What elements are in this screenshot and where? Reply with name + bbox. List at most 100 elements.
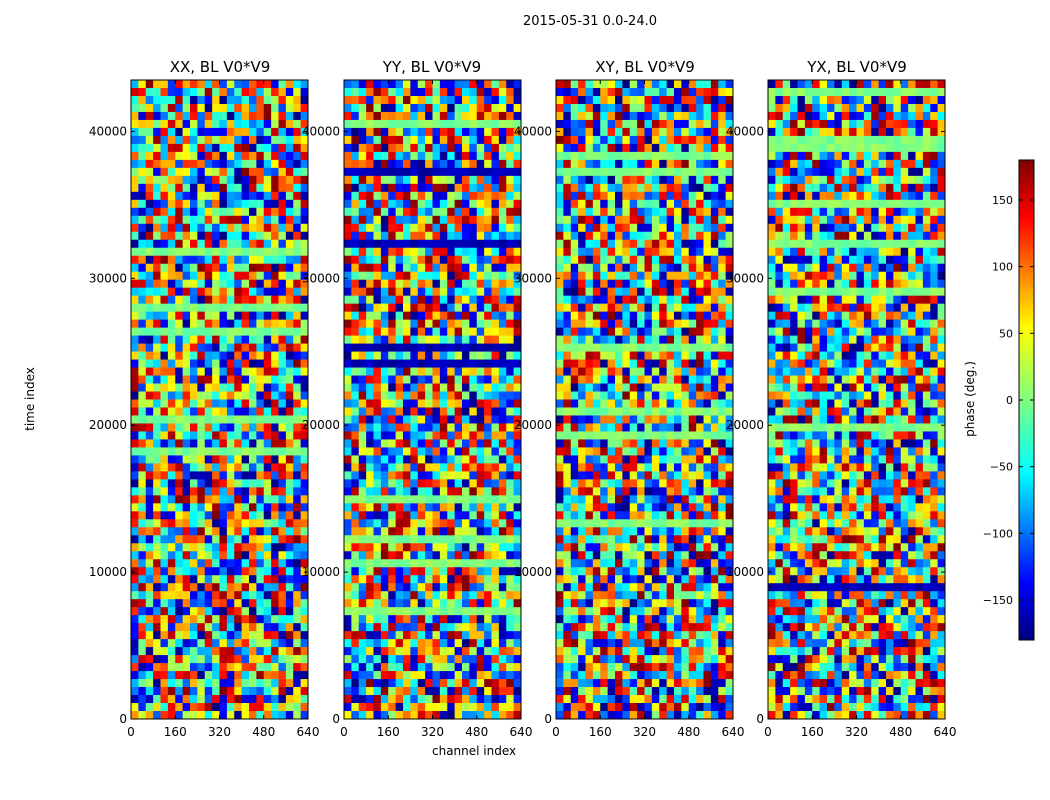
heatmap-cell (380, 271, 389, 281)
heatmap-cell (395, 407, 404, 416)
heatmap-cell (513, 263, 522, 273)
heatmap-cell (293, 303, 302, 313)
heatmap-cell (556, 119, 564, 129)
heatmap-cell (153, 711, 161, 720)
heatmap-cell (432, 119, 441, 129)
heatmap-cell (380, 223, 389, 233)
heatmap-cell (373, 239, 382, 249)
heatmap-cell (476, 695, 485, 704)
heatmap-cell (380, 583, 389, 592)
heatmap-cell (410, 119, 419, 129)
heatmap-cell (160, 119, 169, 129)
heatmap-cell (454, 183, 463, 193)
heatmap-cell (300, 271, 309, 281)
heatmap-cell (190, 527, 198, 536)
heatmap-cell (263, 415, 272, 424)
heatmap-cell (190, 183, 198, 193)
heatmap-cell (380, 399, 389, 408)
heatmap-cell (256, 103, 265, 113)
heatmap-cell (592, 103, 601, 113)
heatmap-cell (718, 415, 727, 424)
heatmap-cell (249, 287, 257, 297)
heatmap-cell (167, 423, 176, 432)
heatmap-cell (145, 359, 154, 368)
heatmap-cell (285, 223, 294, 233)
heatmap-cell (160, 487, 169, 496)
heatmap-cell (145, 319, 154, 329)
heatmap-cell (659, 263, 668, 273)
heatmap-cell (249, 455, 257, 464)
heatmap-cell (432, 391, 441, 400)
heatmap-cell (432, 551, 441, 560)
heatmap-cell (644, 167, 653, 177)
heatmap-cell (484, 151, 492, 161)
heatmap-cell (293, 695, 302, 704)
heatmap-cell (138, 399, 147, 408)
heatmap-cell (241, 551, 250, 560)
heatmap-cell (454, 511, 463, 520)
heatmap-cell (145, 103, 154, 113)
heatmap-cell (592, 111, 601, 121)
heatmap-cell (138, 551, 147, 560)
heatmap-cell (403, 679, 411, 688)
heatmap-cell (234, 80, 243, 89)
heatmap-cell (145, 551, 154, 560)
heatmap-cell (513, 519, 522, 528)
heatmap-cell (403, 231, 411, 241)
heatmap-cell (395, 671, 404, 680)
heatmap-cell (175, 519, 184, 528)
heatmap-cell (476, 183, 485, 193)
heatmap-cell (212, 631, 220, 640)
heatmap-cell (373, 279, 382, 289)
heatmap-cell (491, 407, 500, 416)
heatmap-cell (484, 495, 492, 504)
heatmap-cell (366, 343, 374, 352)
heatmap-cell (145, 447, 154, 456)
heatmap-cell (622, 311, 631, 321)
heatmap-cell (696, 95, 704, 105)
heatmap-cell (491, 495, 500, 504)
heatmap-cell (425, 263, 433, 273)
heatmap-cell (725, 159, 734, 169)
heatmap-cell (278, 495, 287, 504)
heatmap-cell (160, 511, 169, 520)
heatmap-cell (241, 567, 250, 576)
heatmap-cell (197, 575, 206, 584)
heatmap-cell (138, 223, 147, 233)
heatmap-cell (373, 87, 382, 97)
heatmap-cell (447, 143, 456, 153)
heatmap-cell (563, 151, 572, 161)
heatmap-cell (293, 159, 302, 169)
heatmap-cell (249, 327, 257, 336)
heatmap-cell (234, 367, 243, 376)
heatmap-cell (681, 151, 690, 161)
heatmap-cell (469, 687, 478, 696)
heatmap-cell (622, 143, 631, 153)
heatmap-cell (462, 183, 470, 193)
heatmap-cell (447, 255, 456, 265)
heatmap-cell (293, 687, 302, 696)
heatmap-cell (513, 271, 522, 281)
heatmap-cell (476, 271, 485, 281)
heatmap-cell (629, 351, 638, 360)
heatmap-cell (167, 215, 176, 225)
heatmap-cell (234, 375, 243, 384)
heatmap-cell (439, 319, 448, 329)
heatmap-cell (153, 399, 161, 408)
heatmap-cell (167, 271, 176, 281)
heatmap-cell (241, 207, 250, 217)
heatmap-cell (190, 639, 198, 648)
heatmap-cell (219, 447, 228, 456)
heatmap-cell (219, 287, 228, 297)
heatmap-cell (271, 527, 279, 536)
heatmap-cell (285, 127, 294, 137)
heatmap-cell (249, 535, 257, 544)
heatmap-cell (204, 111, 213, 121)
heatmap-cell (219, 239, 228, 249)
heatmap-cell (491, 375, 500, 384)
heatmap-cell (622, 103, 631, 113)
heatmap-cell (600, 191, 609, 201)
heatmap-cell (226, 479, 235, 488)
heatmap-cell (145, 527, 154, 536)
heatmap-cell (366, 143, 374, 153)
